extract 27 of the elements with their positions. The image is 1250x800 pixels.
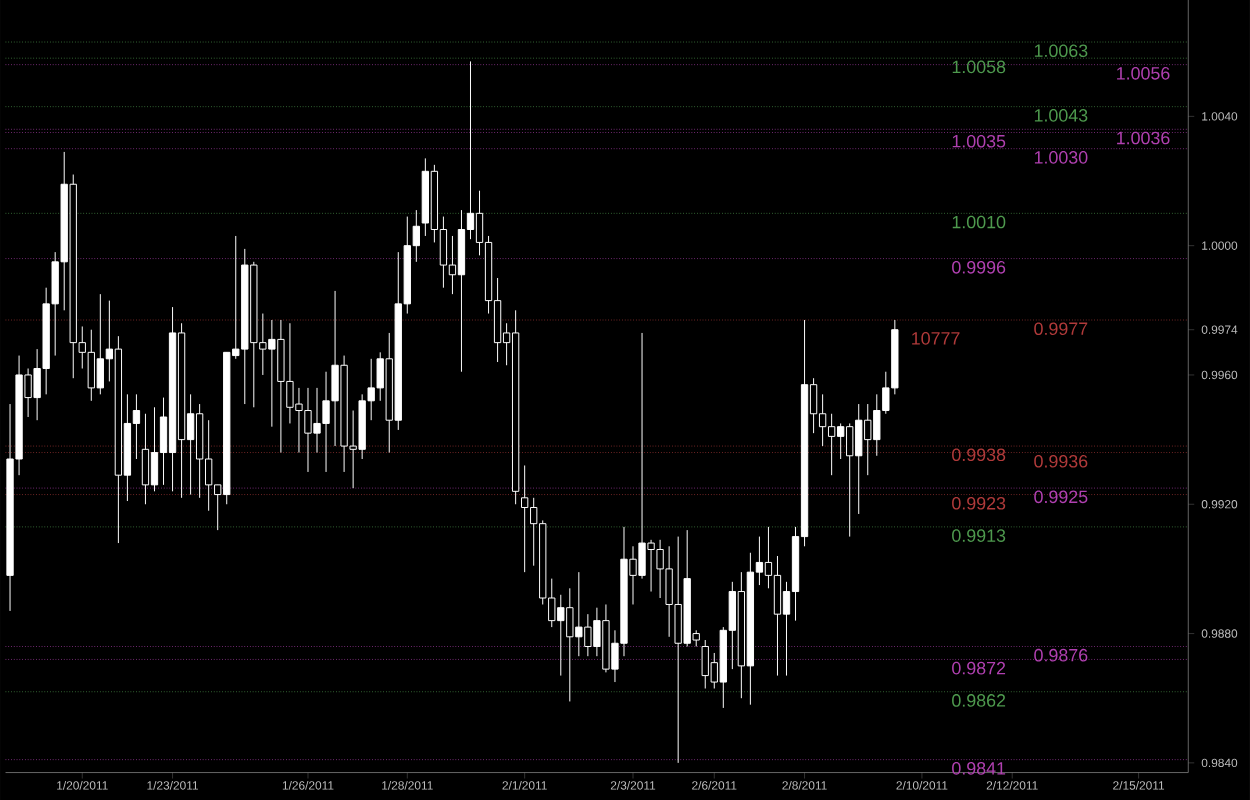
ref-line-label: 1.0056 (1117, 66, 1170, 80)
ref-line-label: 0.9872 (952, 661, 1006, 675)
annotation: 10777 (912, 331, 960, 345)
candlestick (150, 406, 159, 492)
ref-line-label: 0.9938 (952, 448, 1006, 461)
ref-line-label: 1.0058 (952, 60, 1006, 73)
ref-line-label: 1.0043 (1034, 108, 1088, 122)
ref-line-label: 0.9913 (952, 529, 1006, 542)
candlestick (195, 403, 204, 499)
candlestick (448, 235, 457, 295)
candlestick (141, 413, 150, 505)
ref-line-label: 0.9876 (1034, 648, 1088, 662)
ref-line-label: 1.0036 (1117, 131, 1170, 145)
ref-line-label: 1.0010 (952, 215, 1006, 229)
ref-line-label: 0.9977 (1034, 322, 1088, 335)
ref-line-label: 0.9936 (1034, 454, 1088, 468)
ref-line-label: 1.0030 (1034, 150, 1088, 164)
ref-line-label: 1.0035 (952, 134, 1006, 148)
ref-line-label: 0.9925 (1034, 490, 1088, 503)
ref-line-label: 1.0063 (1034, 44, 1088, 57)
ref-line-label: 0.9923 (952, 496, 1006, 510)
candlestick (827, 413, 836, 476)
ref-line-label: 0.9996 (952, 260, 1006, 274)
ref-line-label: 0.9841 (952, 761, 1006, 775)
ref-line-label: 0.9862 (952, 693, 1006, 707)
candlestick (773, 555, 782, 676)
candlestick (457, 209, 466, 373)
